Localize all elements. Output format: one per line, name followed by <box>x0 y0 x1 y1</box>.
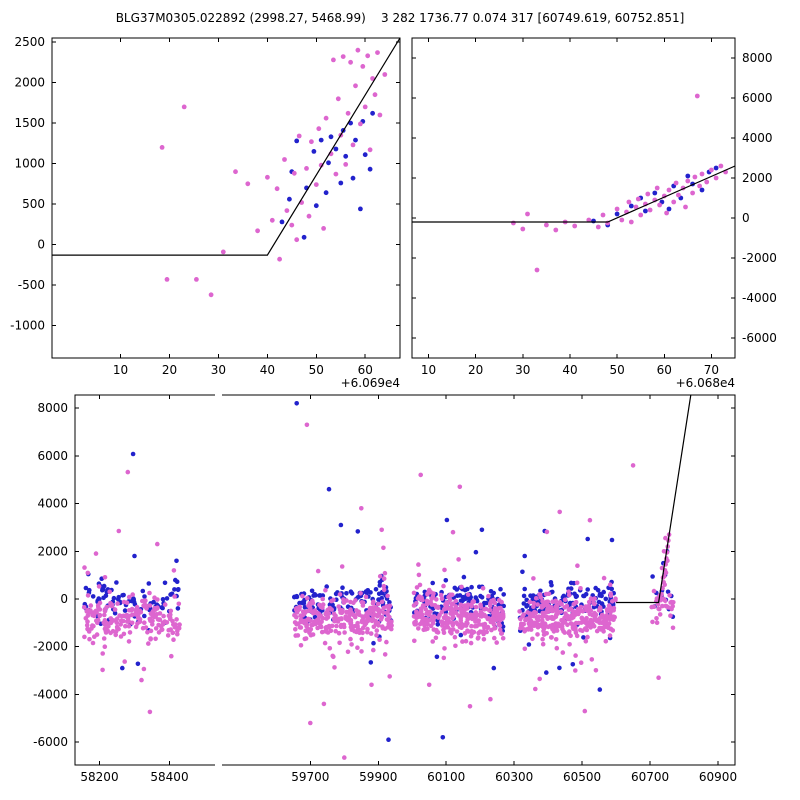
svg-text:10: 10 <box>113 363 128 377</box>
svg-text:60900: 60900 <box>699 770 737 784</box>
svg-text:59900: 59900 <box>359 770 397 784</box>
svg-text:1000: 1000 <box>14 157 45 171</box>
svg-text:70: 70 <box>704 363 719 377</box>
svg-text:-2000: -2000 <box>742 251 777 265</box>
svg-text:60: 60 <box>657 363 672 377</box>
svg-text:4000: 4000 <box>742 131 773 145</box>
svg-text:1500: 1500 <box>14 116 45 130</box>
svg-text:58200: 58200 <box>80 770 118 784</box>
svg-text:2000: 2000 <box>37 544 68 558</box>
svg-text:-6000: -6000 <box>33 735 68 749</box>
svg-text:2000: 2000 <box>14 76 45 90</box>
svg-text:6000: 6000 <box>742 91 773 105</box>
svg-text:2000: 2000 <box>742 171 773 185</box>
svg-text:6000: 6000 <box>37 449 68 463</box>
svg-text:60: 60 <box>358 363 373 377</box>
svg-text:60500: 60500 <box>563 770 601 784</box>
svg-text:8000: 8000 <box>37 401 68 415</box>
top_left-data <box>52 38 400 298</box>
svg-text:30: 30 <box>515 363 530 377</box>
svg-text:+6.068e4: +6.068e4 <box>676 376 735 390</box>
svg-text:50: 50 <box>309 363 324 377</box>
svg-text:20: 20 <box>468 363 483 377</box>
figure-title: BLG37M0305.022892 (2998.27, 5468.99) 3 2… <box>115 11 685 25</box>
svg-text:500: 500 <box>22 197 45 211</box>
top_right-axes: 10 20 30 40 50 60 70 -6000 -4000 -2000 0 2000 4000 60… <box>412 38 777 390</box>
svg-text:2500: 2500 <box>14 35 45 49</box>
svg-text:40: 40 <box>562 363 577 377</box>
bottom-axes: 58200 58400 59700 59900 60100 60300 60500 60700… <box>33 395 737 784</box>
svg-text:8000: 8000 <box>742 51 773 65</box>
svg-text:0: 0 <box>37 238 45 252</box>
svg-text:0: 0 <box>60 592 68 606</box>
top_right-data <box>412 93 735 273</box>
svg-text:30: 30 <box>211 363 226 377</box>
svg-text:4000: 4000 <box>37 497 68 511</box>
svg-text:-500: -500 <box>18 278 45 292</box>
svg-text:+6.069e4: +6.069e4 <box>341 376 400 390</box>
svg-text:-4000: -4000 <box>33 687 68 701</box>
svg-text:40: 40 <box>260 363 275 377</box>
svg-text:60100: 60100 <box>427 770 465 784</box>
svg-text:60700: 60700 <box>631 770 669 784</box>
svg-text:-1000: -1000 <box>10 319 45 333</box>
svg-text:60300: 60300 <box>495 770 533 784</box>
svg-text:58400: 58400 <box>150 770 188 784</box>
svg-text:-4000: -4000 <box>742 291 777 305</box>
svg-text:0: 0 <box>742 211 750 225</box>
svg-text:10: 10 <box>421 363 436 377</box>
svg-text:-2000: -2000 <box>33 640 68 654</box>
svg-text:59700: 59700 <box>291 770 329 784</box>
svg-text:-6000: -6000 <box>742 331 777 345</box>
top_left-axes: 10 20 30 40 50 60 -1000 -500 0 500 1000 1500 2000 250… <box>10 35 400 390</box>
svg-text:20: 20 <box>162 363 177 377</box>
bottom-data <box>81 395 692 760</box>
svg-text:50: 50 <box>609 363 624 377</box>
